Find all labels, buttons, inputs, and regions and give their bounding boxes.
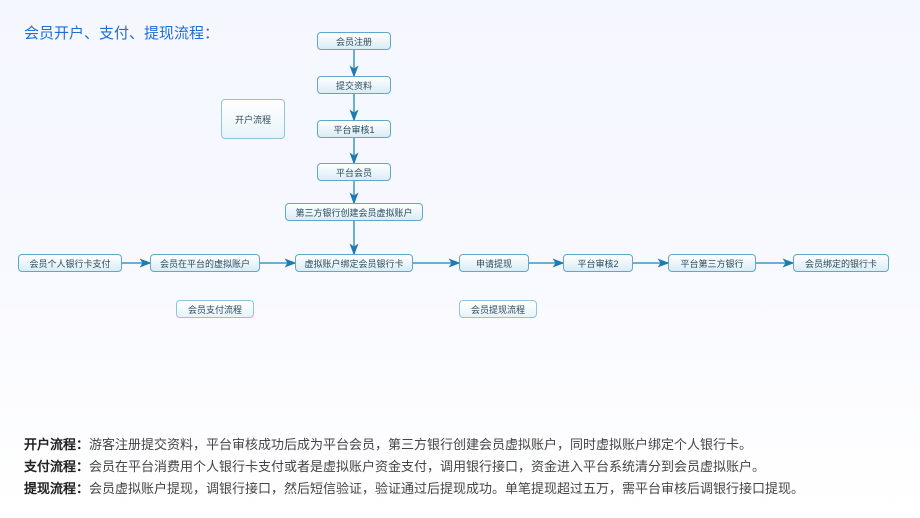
flow-node-n_virtual_account: 会员在平台的虚拟账户 — [150, 254, 260, 272]
footer-label: 支付流程： — [24, 456, 89, 478]
flow-node-n_audit2: 平台审核2 — [563, 254, 633, 272]
footer-row: 支付流程：会员在平台消费用个人银行卡支付或者是虚拟账户资金支付，调用银行接口，资… — [24, 456, 896, 478]
footer-desc: 游客注册提交资料，平台审核成功后成为平台会员，第三方银行创建会员虚拟账户，同时虚… — [89, 434, 752, 456]
flow-label-l_pay: 会员支付流程 — [176, 300, 254, 318]
flow-label-l_open: 开户流程 — [221, 99, 285, 139]
footer-row: 开户流程：游客注册提交资料，平台审核成功后成为平台会员，第三方银行创建会员虚拟账… — [24, 434, 896, 456]
flow-node-n_submit: 提交资料 — [317, 76, 391, 94]
flow-node-n_paycard: 会员个人银行卡支付 — [18, 254, 122, 272]
footer-row: 提现流程：会员虚拟账户提现，调银行接口，然后短信验证，验证通过后提现成功。单笔提… — [24, 478, 896, 500]
flow-node-n_thirdbank_create: 第三方银行创建会员虚拟账户 — [285, 203, 423, 221]
flow-node-n_platform_thirdbank: 平台第三方银行 — [668, 254, 756, 272]
footer-desc: 会员虚拟账户提现，调银行接口，然后短信验证，验证通过后提现成功。单笔提现超过五万… — [89, 478, 804, 500]
footer-label: 开户流程： — [24, 434, 89, 456]
flow-node-n_apply_withdraw: 申请提现 — [459, 254, 529, 272]
flow-node-n_member: 平台会员 — [317, 163, 391, 181]
footer-desc: 会员在平台消费用个人银行卡支付或者是虚拟账户资金支付，调用银行接口，资金进入平台… — [89, 456, 765, 478]
footer-label: 提现流程： — [24, 478, 89, 500]
flow-node-n_bind_bankcard: 虚拟账户绑定会员银行卡 — [295, 254, 413, 272]
flow-node-n_audit1: 平台审核1 — [317, 120, 391, 138]
flow-node-n_register: 会员注册 — [317, 32, 391, 50]
flow-node-n_member_bound_card: 会员绑定的银行卡 — [793, 254, 889, 272]
flow-label-l_withdraw: 会员提现流程 — [459, 300, 537, 318]
footer-descriptions: 开户流程：游客注册提交资料，平台审核成功后成为平台会员，第三方银行创建会员虚拟账… — [24, 434, 896, 500]
